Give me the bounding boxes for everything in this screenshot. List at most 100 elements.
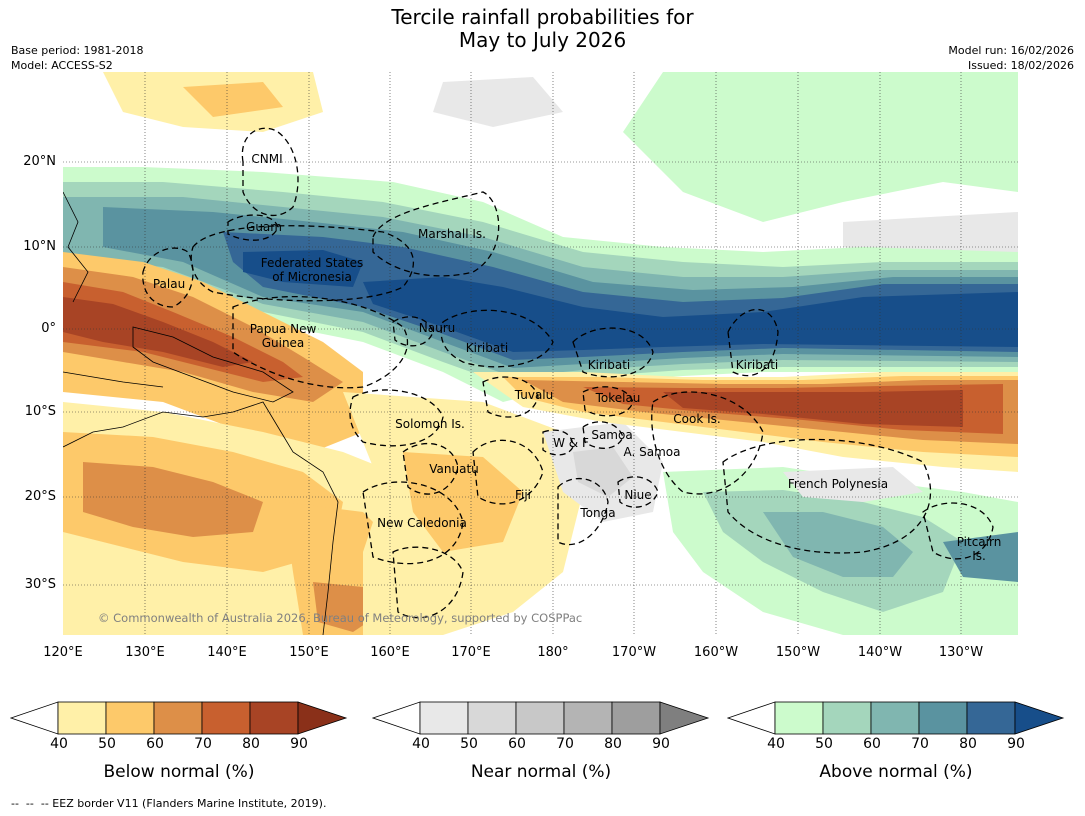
label-pitcairn-islands: Pitcairn Is. [956, 535, 1002, 563]
label-kiribati-central: Kiribati [587, 358, 631, 372]
colorbar-segment [870, 701, 920, 735]
label-cook-islands: Cook Is. [673, 412, 721, 426]
label-palau: Palau [152, 277, 186, 291]
label-papua-new-guinea: Papua New Guinea [249, 322, 317, 350]
colorbar-below-normal-label: Below normal (%) [103, 762, 255, 782]
label-marshall-islands: Marshall Is. [418, 227, 486, 241]
eez-guam [227, 214, 279, 241]
colorbar-above-normal-label: Above normal (%) [819, 762, 973, 782]
colorbar-low-extension [372, 701, 421, 735]
dry-west-90 [63, 297, 253, 367]
cb-tick: 80 [959, 736, 977, 752]
x-tick: 180° [537, 645, 569, 660]
label-french-polynesia: French Polynesia [787, 477, 889, 491]
x-tick: 150°W [775, 645, 821, 660]
x-tick: 130°W [938, 645, 984, 660]
colorbar-segment [966, 701, 1016, 735]
cb-tick: 70 [556, 736, 574, 752]
indonesia-coast [63, 371, 164, 388]
eez-samoa [582, 421, 624, 449]
x-tick: 160°W [693, 645, 739, 660]
australia-coast [63, 401, 339, 635]
eez-tokelau [582, 386, 634, 417]
eez-cook [651, 391, 764, 495]
cb-tick: 90 [290, 736, 308, 752]
cb-tick: 40 [767, 736, 785, 752]
label-vanuatu: Vanuatu [429, 462, 479, 476]
x-tick: 120°E [43, 645, 83, 660]
cb-tick: 60 [146, 736, 164, 752]
label-tonga: Tonga [580, 506, 616, 520]
eez-kiribati-e [727, 308, 779, 377]
label-tokelau: Tokelau [595, 391, 641, 405]
label-fiji: Fiji [514, 488, 532, 502]
colorbar-segment [249, 701, 299, 735]
label-nauru: Nauru [418, 321, 456, 335]
eez-marshall [372, 191, 500, 277]
map-gridlines [63, 72, 1018, 635]
eez-fiji [472, 439, 544, 505]
cb-tick: 80 [604, 736, 622, 752]
cb-tick: 70 [194, 736, 212, 752]
title-line-1: Tercile rainfall probabilities for [391, 5, 694, 29]
wet-band-core-west [243, 250, 363, 287]
label-kiribati-west: Kiribati [465, 341, 509, 355]
eez-fsm [190, 225, 414, 302]
eez-kiribati-w [440, 309, 554, 368]
colorbar-segment [918, 701, 968, 735]
coastlines [63, 191, 339, 635]
australia-dry-70 [83, 462, 263, 537]
label-kiribati-east: Kiribati [735, 358, 779, 372]
colorbar-below-normal-graphic [10, 701, 348, 735]
eez-footnote: -- -- -- EEZ border V11 (Flanders Marine… [11, 797, 327, 810]
cb-tick: 80 [242, 736, 260, 752]
colorbar-segment [563, 701, 613, 735]
colorbar-segment [822, 701, 872, 735]
colorbar-segment [201, 701, 251, 735]
base-period-text: Base period: 1981-2018 [11, 44, 144, 57]
y-tick: 20°S [24, 489, 56, 504]
colorbar-high-extension [297, 701, 348, 735]
eez-pitcairn [922, 502, 994, 560]
eez-borders [142, 127, 994, 619]
cb-tick: 50 [460, 736, 478, 752]
colorbar-segment [515, 701, 565, 735]
colorbar-segment [774, 701, 824, 735]
colorbar-low-extension [10, 701, 59, 735]
y-tick: 20°N [23, 154, 56, 169]
eez-nauru [392, 316, 434, 347]
label-guam: Guam [246, 220, 282, 234]
colorbar-above-normal-graphic [727, 701, 1065, 735]
colorbar-near-normal-label: Near normal (%) [470, 762, 612, 782]
meta-left: Base period: 1981-2018 Model: ACCESS-S2 [11, 43, 143, 73]
title-line-2: May to July 2026 [458, 28, 627, 52]
x-tick: 170°W [611, 645, 657, 660]
eez-wallis [542, 429, 574, 456]
cb-tick: 90 [652, 736, 670, 752]
x-tick: 130°E [125, 645, 165, 660]
map-title: Tercile rainfall probabilities for May t… [0, 6, 1085, 52]
eez-kiribati-c [572, 327, 654, 378]
south-dry-patch [403, 452, 523, 552]
cb-tick: 70 [911, 736, 929, 752]
eez-new-zealand [392, 546, 464, 619]
southeast-wet-80 [943, 532, 1018, 582]
x-tick: 140°E [207, 645, 247, 660]
eez-png [232, 295, 409, 389]
label-fsm: Federated States of Micronesia [260, 256, 364, 284]
model-text: Model: ACCESS-S2 [11, 59, 113, 72]
label-solomon-islands: Solomon Is. [395, 417, 465, 431]
eez-new-caledonia [362, 481, 464, 565]
label-cnmi: CNMI [251, 152, 283, 166]
southeast-wet-70 [763, 512, 913, 577]
eez-tonga [557, 478, 609, 546]
colorbar-segment [153, 701, 203, 735]
meta-right: Model run: 16/02/2026 Issued: 18/02/2026 [948, 43, 1074, 73]
y-tick: 10°S [24, 404, 56, 419]
eez-vanuatu [402, 443, 459, 495]
y-tick: 10°N [23, 239, 56, 254]
label-american-samoa: A. Samoa [623, 445, 681, 459]
colorbar-segment [467, 701, 517, 735]
y-tick: 30°S [24, 577, 56, 592]
y-tick: 0° [41, 321, 56, 336]
